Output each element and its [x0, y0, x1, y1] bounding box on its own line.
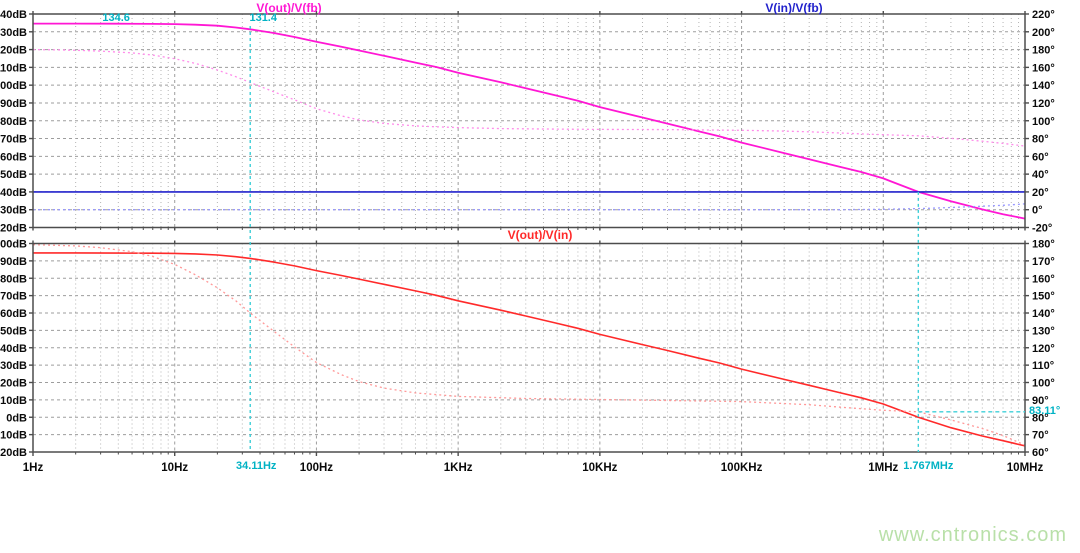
x-axis-label: 100KHz — [721, 462, 763, 474]
y-axis-label-right: 130° — [1032, 325, 1055, 337]
y-axis-label-left: 50dB — [0, 169, 27, 181]
y-axis-label-right: 150° — [1032, 291, 1055, 303]
y-axis-label-left: 60dB — [0, 308, 27, 320]
x-axis-label: 1KHz — [444, 462, 473, 474]
y-axis-label-left: 130dB — [0, 27, 27, 39]
y-axis-label-left: 90dB — [0, 256, 27, 268]
y-axis-label-left: 30dB — [0, 205, 27, 217]
y-axis-label-right: 160° — [1032, 273, 1055, 285]
y-axis-label-left: 120dB — [0, 45, 27, 57]
trace-title-vin-vfb: V(in)/V(fb) — [765, 1, 823, 15]
y-axis-label-right: 120° — [1032, 343, 1055, 355]
curve-vout-vfb-phase — [32, 48, 1026, 147]
y-axis-label-left: -20dB — [0, 447, 27, 459]
x-axis-label: 100Hz — [300, 462, 333, 474]
curve-vout-vin-gain — [33, 252, 1026, 447]
y-axis-label-left: 40dB — [0, 343, 27, 355]
y-axis-label-left: 100dB — [0, 80, 27, 92]
y-axis-label-right: 0° — [1032, 205, 1043, 217]
plot-border — [32, 242, 1026, 453]
y-axis-label-right: 90° — [1032, 395, 1049, 407]
x-axis-label: 10Hz — [161, 462, 188, 474]
y-axis-label-left: 100dB — [0, 239, 27, 251]
y-axis-label-left: 90dB — [0, 98, 27, 110]
curve-vout-vin-phase — [32, 244, 1026, 446]
y-axis-label-left: 50dB — [0, 325, 27, 337]
y-axis-label-right: 180° — [1032, 45, 1055, 57]
plot-border — [32, 13, 1026, 229]
trace-title-vout-vin: V(out)/V(in) — [507, 228, 573, 242]
y-axis-label-left: 70dB — [0, 291, 27, 303]
y-axis-label-right: 140° — [1032, 308, 1055, 320]
y-axis-label-right: 100° — [1032, 116, 1055, 128]
y-axis-label-right: 170° — [1032, 256, 1055, 268]
trace-title-vout-vfb: V(out)/V(fb) — [256, 1, 322, 15]
y-axis-label-left: 140dB — [0, 9, 27, 21]
y-axis-label-right: 60° — [1032, 151, 1049, 163]
x-axis-label: 1MHz — [868, 462, 898, 474]
y-axis-label-left: -10dB — [0, 430, 27, 442]
y-axis-label-left: 110dB — [0, 62, 27, 74]
y-axis-label-right: 180° — [1032, 239, 1055, 251]
y-axis-label-right: 60° — [1032, 447, 1049, 459]
y-axis-label-right: 20° — [1032, 187, 1049, 199]
y-axis-label-right: 220° — [1032, 9, 1055, 21]
y-axis-label-left: 10dB — [0, 395, 27, 407]
y-axis-label-right: 100° — [1032, 378, 1055, 390]
y-axis-label-right: 200° — [1032, 27, 1055, 39]
x-axis-label: 10KHz — [582, 462, 617, 474]
y-axis-label-right: 110° — [1032, 360, 1054, 372]
y-axis-label-right: 160° — [1032, 62, 1055, 74]
y-axis-label-left: 80dB — [0, 116, 27, 128]
y-axis-label-right: 80° — [1032, 412, 1049, 424]
y-axis-label-right: -20° — [1032, 223, 1052, 235]
cursor-value-gain-low-freq: 134.6 — [102, 12, 130, 24]
y-axis-label-left: 40dB — [0, 187, 27, 199]
cursor-frequency-1: 34.11Hz — [236, 460, 277, 472]
cursor-phase-margin: 83.11° — [1029, 405, 1061, 417]
y-axis-label-left: 70dB — [0, 134, 27, 146]
watermark: www.cntronics.com — [878, 524, 1067, 546]
y-axis-label-left: 20dB — [0, 223, 27, 235]
y-axis-label-right: 80° — [1032, 134, 1049, 146]
y-axis-label-left: 20dB — [0, 378, 27, 390]
y-axis-label-right: 140° — [1032, 80, 1055, 92]
y-axis-label-left: 60dB — [0, 151, 27, 163]
y-axis-label-right: 40° — [1032, 169, 1049, 181]
y-axis-label-right: 70° — [1032, 430, 1049, 442]
y-axis-label-right: 120° — [1032, 98, 1055, 110]
x-axis-label: 10MHz — [1007, 462, 1044, 474]
y-axis-label-left: 80dB — [0, 273, 27, 285]
cursor-value-gain-at-34hz: 131.4 — [249, 12, 277, 24]
cursor-frequency-2: 1.767MHz — [903, 460, 954, 472]
y-axis-label-left: 0dB — [6, 412, 27, 424]
curve-vin-vfb-phase — [33, 203, 1026, 211]
x-axis-label: 1Hz — [23, 462, 44, 474]
y-axis-label-left: 30dB — [0, 360, 27, 372]
curve-vout-vfb-gain — [33, 22, 1026, 220]
